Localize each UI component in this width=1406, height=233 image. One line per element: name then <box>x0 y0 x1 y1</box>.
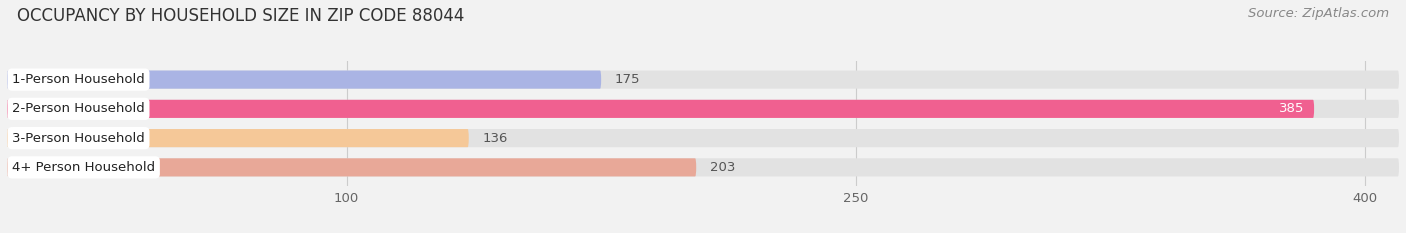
Text: 175: 175 <box>614 73 640 86</box>
Text: Source: ZipAtlas.com: Source: ZipAtlas.com <box>1249 7 1389 20</box>
Text: 136: 136 <box>482 132 508 145</box>
FancyBboxPatch shape <box>7 100 1399 118</box>
Text: 203: 203 <box>710 161 735 174</box>
FancyBboxPatch shape <box>7 158 1399 176</box>
FancyBboxPatch shape <box>7 129 468 147</box>
FancyBboxPatch shape <box>7 71 602 89</box>
Text: 4+ Person Household: 4+ Person Household <box>13 161 155 174</box>
FancyBboxPatch shape <box>7 71 1399 89</box>
Text: OCCUPANCY BY HOUSEHOLD SIZE IN ZIP CODE 88044: OCCUPANCY BY HOUSEHOLD SIZE IN ZIP CODE … <box>17 7 464 25</box>
FancyBboxPatch shape <box>7 129 1399 147</box>
Text: 385: 385 <box>1278 102 1303 115</box>
Text: 3-Person Household: 3-Person Household <box>13 132 145 145</box>
FancyBboxPatch shape <box>7 158 696 176</box>
Text: 1-Person Household: 1-Person Household <box>13 73 145 86</box>
Text: 2-Person Household: 2-Person Household <box>13 102 145 115</box>
FancyBboxPatch shape <box>7 100 1315 118</box>
